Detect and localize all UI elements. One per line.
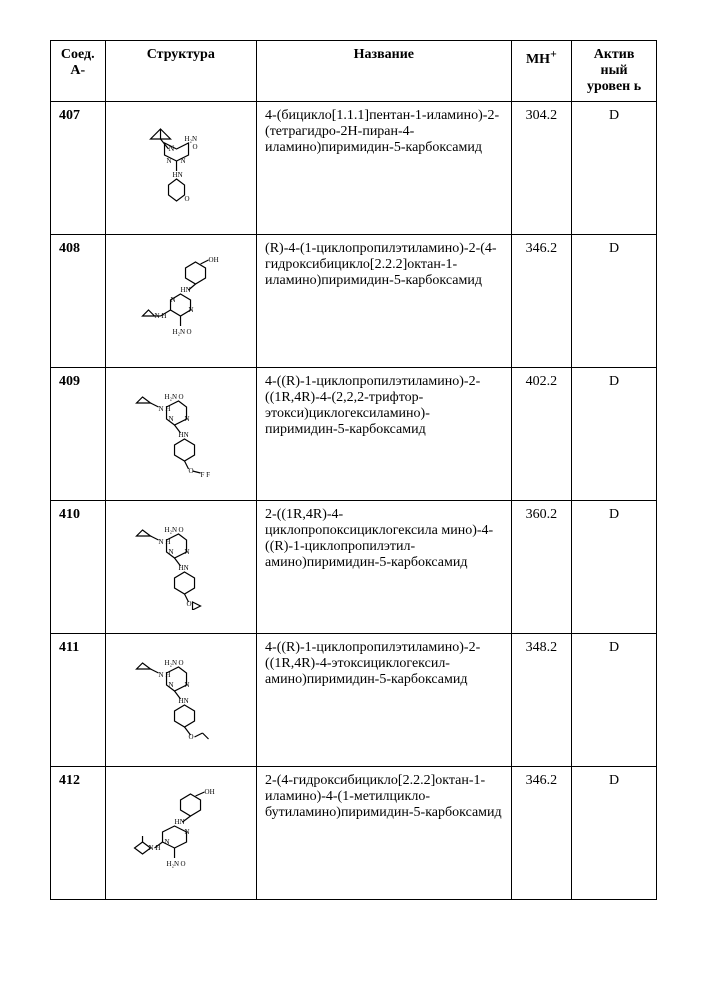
table-row: 410 N H H₂NO NN HN O 2-((1R, [51, 501, 657, 634]
activity-value: D [572, 634, 657, 767]
svg-text:N: N [185, 415, 190, 423]
mh-value: 360.2 [511, 501, 572, 634]
compound-table: Соед. A- Структура Название MH+ Актив ны… [50, 40, 657, 900]
svg-text:OH: OH [205, 788, 215, 796]
header-structure: Структура [105, 41, 257, 102]
compound-id: 411 [51, 634, 106, 767]
svg-text:N: N [169, 681, 174, 689]
svg-text:O: O [189, 733, 194, 741]
svg-text:O: O [187, 600, 192, 608]
structure-cell: N H₂NO NN HN O [105, 102, 257, 235]
mh-value: 346.2 [511, 235, 572, 368]
header-mh: MH+ [511, 41, 572, 102]
molecule-icon: N H H₂NO NN HN O [120, 520, 241, 610]
structure-cell: OH HN NN N H H₂N O [105, 235, 257, 368]
svg-text:H₂N: H₂N [185, 135, 198, 143]
svg-text:F F: F F [201, 471, 211, 477]
structure-cell: N H H₂NO NN HN O F F [105, 368, 257, 501]
svg-text:O: O [181, 860, 186, 868]
svg-text:N: N [181, 157, 186, 165]
svg-text:HN: HN [173, 171, 183, 179]
svg-text:N: N [169, 548, 174, 556]
table-row: 407 N H₂NO NN HN O 4-(бицикло[1.1.1]пент… [51, 102, 657, 235]
mh-value: 304.2 [511, 102, 572, 235]
molecule-icon: N H H₂NO NN HN O F F [120, 387, 241, 477]
svg-text:OH: OH [209, 256, 219, 264]
molecule-icon: OH HN NN N H H₂N O [120, 254, 241, 344]
table-body: 407 N H₂NO NN HN O 4-(бицикло[1.1.1]пент… [51, 102, 657, 900]
svg-text:H₂N: H₂N [165, 526, 178, 534]
svg-text:HN: HN [179, 431, 189, 439]
compound-id: 407 [51, 102, 106, 235]
compound-id: 412 [51, 767, 106, 900]
compound-name: 2-((1R,4R)-4-циклопропоксициклогексила м… [257, 501, 512, 634]
structure-cell: N H H₂NO NN HN O [105, 501, 257, 634]
activity-value: D [572, 368, 657, 501]
svg-text:N: N [185, 681, 190, 689]
svg-text:O: O [185, 195, 190, 203]
mh-value: 346.2 [511, 767, 572, 900]
activity-value: D [572, 235, 657, 368]
compound-name: (R)-4-(1-циклопропилэтиламино)-2-(4-гидр… [257, 235, 512, 368]
header-name: Название [257, 41, 512, 102]
svg-text:N: N [169, 415, 174, 423]
mh-value: 402.2 [511, 368, 572, 501]
svg-text:H₂N: H₂N [165, 393, 178, 401]
svg-text:N: N [185, 828, 190, 836]
activity-value: D [572, 501, 657, 634]
molecule-icon: OH HN NN N H H₂N O [120, 786, 241, 876]
svg-text:HN: HN [181, 286, 191, 294]
compound-id: 408 [51, 235, 106, 368]
compound-id: 410 [51, 501, 106, 634]
svg-text:N: N [185, 548, 190, 556]
header-activity: Актив ный уровен ь [572, 41, 657, 102]
svg-text:O: O [179, 526, 184, 534]
svg-text:HN: HN [179, 697, 189, 705]
structure-cell: OH HN NN N H H₂N O [105, 767, 257, 900]
svg-text:H₂N: H₂N [173, 328, 186, 336]
table-row: 409 N H H₂NO NN HN O F F 4-(( [51, 368, 657, 501]
structure-cell: N H H₂NO NN HN O [105, 634, 257, 767]
svg-text:N: N [167, 157, 172, 165]
svg-text:O: O [179, 659, 184, 667]
header-id: Соед. A- [51, 41, 106, 102]
svg-text:H₂N: H₂N [165, 659, 178, 667]
compound-name: 2-(4-гидроксибицикло[2.2.2]октан-1-илами… [257, 767, 512, 900]
svg-text:H₂N: H₂N [167, 860, 180, 868]
svg-text:O: O [193, 143, 198, 151]
svg-text:HN: HN [179, 564, 189, 572]
molecule-icon: N H H₂NO NN HN O [120, 653, 241, 743]
svg-text:O: O [187, 328, 192, 336]
table-row: 412 OH HN NN N H H₂N O 2-(4-г [51, 767, 657, 900]
activity-value: D [572, 767, 657, 900]
svg-text:N: N [189, 306, 194, 314]
compound-name: 4-(бицикло[1.1.1]пентан-1-иламино)-2-(те… [257, 102, 512, 235]
svg-text:N: N [165, 838, 170, 846]
activity-value: D [572, 102, 657, 235]
compound-id: 409 [51, 368, 106, 501]
compound-name: 4-((R)-1-циклопропилэтиламино)-2-((1R,4R… [257, 634, 512, 767]
molecule-icon: N H₂NO NN HN O [120, 121, 241, 211]
header-row: Соед. A- Структура Название MH+ Актив ны… [51, 41, 657, 102]
svg-text:O: O [179, 393, 184, 401]
svg-text:N: N [171, 296, 176, 304]
svg-text:HN: HN [175, 818, 185, 826]
table-row: 408 OH HN NN N H H₂N O (R)-4- [51, 235, 657, 368]
mh-value: 348.2 [511, 634, 572, 767]
compound-name: 4-((R)-1-циклопропилэтиламино)-2-((1R,4R… [257, 368, 512, 501]
table-row: 411 N H H₂NO NN HN O 4-((R)- [51, 634, 657, 767]
